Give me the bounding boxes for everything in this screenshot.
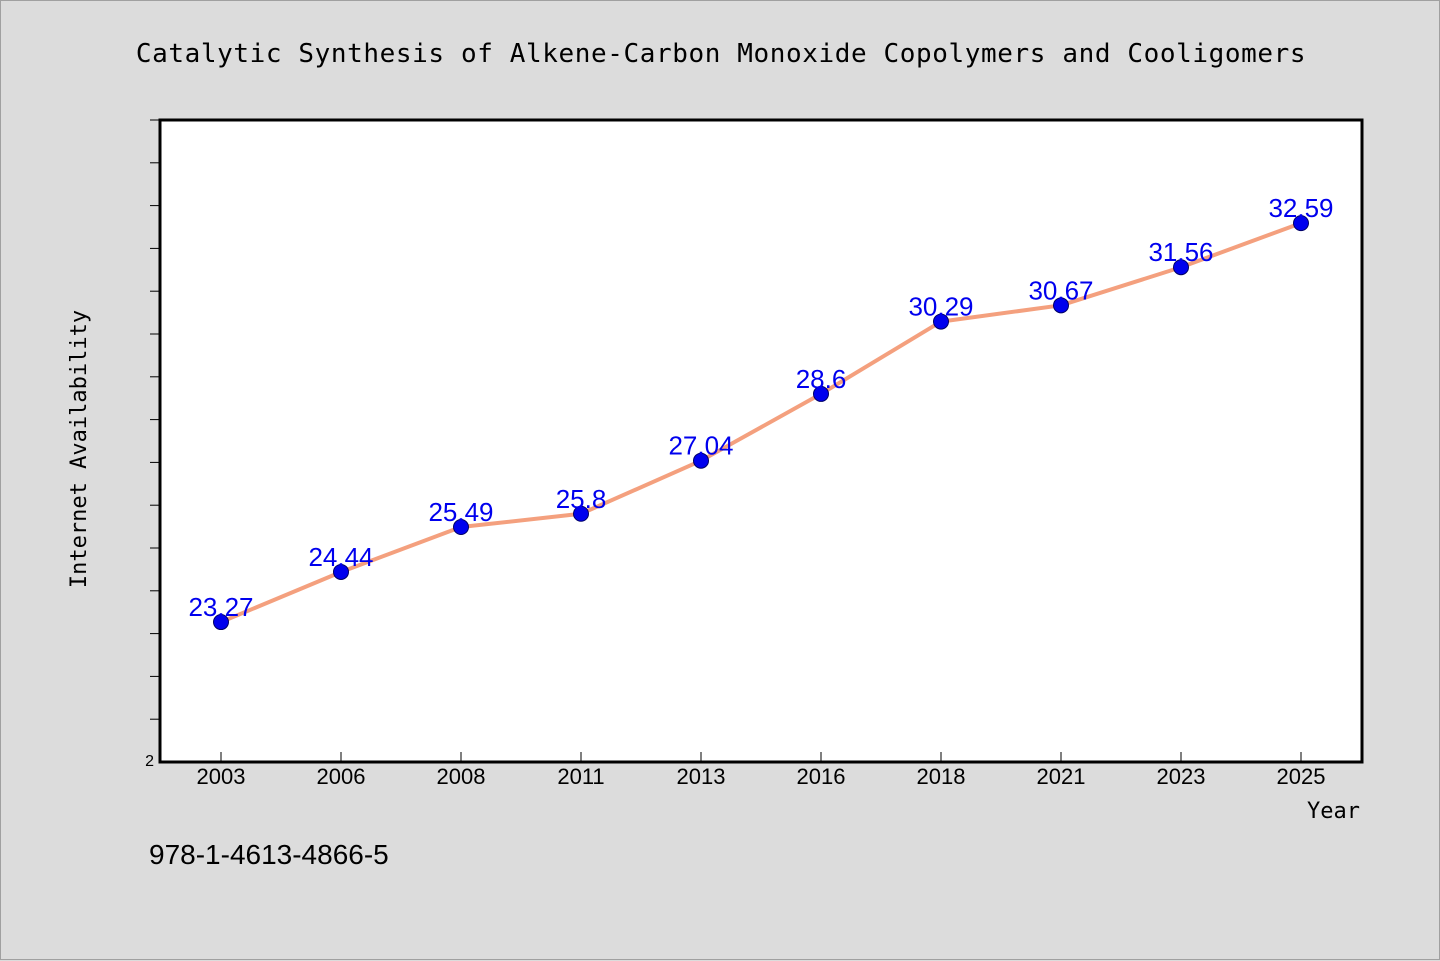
footer-code: 978-1-4613-4866-5 bbox=[149, 839, 389, 870]
chart-title: Catalytic Synthesis of Alkene-Carbon Mon… bbox=[136, 39, 1306, 69]
data-point bbox=[1293, 215, 1309, 232]
data-label: 30.67 bbox=[1028, 275, 1093, 305]
data-label: 25.8 bbox=[556, 484, 607, 514]
data-point bbox=[693, 452, 709, 469]
x-axis-tick-labels: 2003 2006 2008 2011 2013 2016 2018 2021 2023 2025 bbox=[197, 764, 1326, 789]
data-point bbox=[573, 505, 589, 522]
x-axis-tick-label: 2011 bbox=[557, 764, 604, 789]
series-line-group bbox=[219, 221, 1303, 625]
data-label: 30.29 bbox=[908, 292, 973, 322]
data-point bbox=[453, 519, 469, 536]
x-axis-tick-label: 2003 bbox=[197, 764, 246, 789]
data-label: 23.27 bbox=[188, 592, 253, 622]
data-point bbox=[213, 614, 229, 631]
x-axis-tick-label: 2023 bbox=[1157, 764, 1206, 789]
x-axis-tick-label: 2016 bbox=[797, 764, 846, 789]
x-axis-label: Year bbox=[1307, 799, 1360, 824]
data-point bbox=[933, 313, 949, 330]
plot-area bbox=[158, 118, 1364, 764]
data-markers bbox=[213, 215, 1309, 631]
y-axis-ticks bbox=[150, 119, 160, 720]
data-label: 28.6 bbox=[796, 364, 847, 394]
data-label: 27.04 bbox=[668, 431, 733, 461]
data-point bbox=[1173, 259, 1189, 276]
data-label: 32.59 bbox=[1268, 193, 1333, 223]
data-point bbox=[333, 563, 349, 580]
x-axis-tick-label: 2018 bbox=[917, 764, 966, 789]
y-axis-min-label: 2 bbox=[145, 753, 154, 770]
data-point bbox=[813, 385, 829, 402]
x-axis-tick-label: 2013 bbox=[677, 764, 726, 789]
data-label: 31.56 bbox=[1148, 237, 1213, 267]
x-axis-tick-label: 2008 bbox=[437, 764, 486, 789]
x-axis-tick-label: 2021 bbox=[1037, 764, 1086, 789]
data-point bbox=[1053, 297, 1069, 314]
data-label: 24.44 bbox=[308, 542, 373, 572]
series-line bbox=[219, 221, 1303, 625]
x-axis-ticks bbox=[220, 752, 1302, 762]
y-axis-label: Internet Availability bbox=[67, 310, 92, 588]
data-labels-group: 23.27 24.44 25.49 25.8 27.04 28.6 30.29 30.67 31… bbox=[188, 193, 1333, 622]
x-axis-tick-label: 2025 bbox=[1277, 764, 1326, 789]
x-axis-tick-label: 2006 bbox=[317, 764, 366, 789]
data-label: 25.49 bbox=[428, 497, 493, 527]
